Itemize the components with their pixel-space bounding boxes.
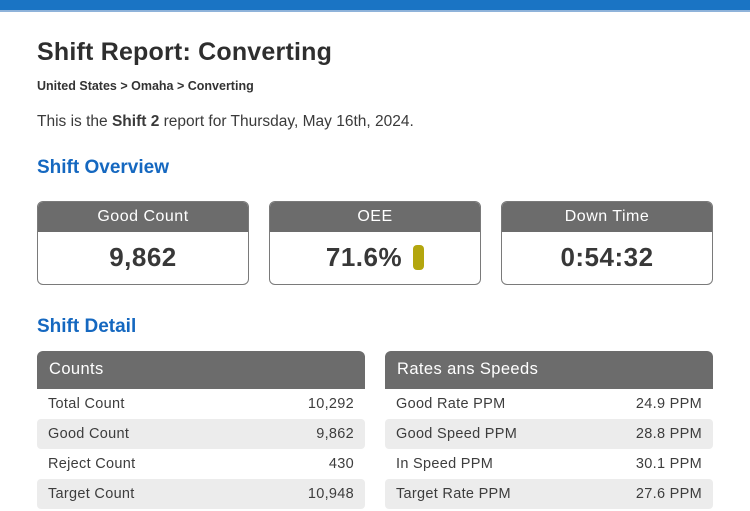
table-row: Reject Count 430	[37, 449, 365, 479]
row-value: 430	[328, 455, 354, 472]
table-row: In Speed PPM 30.1 PPM	[385, 449, 713, 479]
row-value: 24.9 PPM	[635, 395, 702, 412]
top-accent-bar	[0, 0, 750, 12]
intro-suffix: report for Thursday, May 16th, 2024.	[159, 112, 414, 130]
down-time-card: Down Time 0:54:32	[501, 200, 713, 285]
page-title: Shift Report: Converting	[37, 38, 333, 66]
row-value: 10,948	[307, 485, 354, 502]
good-count-value: 9,862	[109, 242, 177, 273]
row-value: 30.1 PPM	[635, 455, 702, 472]
table-row: Total Count 10,292	[37, 389, 365, 419]
intro-prefix: This is the	[37, 112, 112, 130]
breadcrumb: United States > Omaha > Converting	[37, 78, 254, 93]
intro-shift-number: Shift 2	[111, 112, 160, 130]
rates-speeds-table-header: Rates ans Speeds	[385, 350, 713, 389]
good-count-card: Good Count 9,862	[37, 200, 249, 285]
oee-card-body: 71.6%	[270, 232, 480, 284]
counts-table: Counts Total Count 10,292 Good Count 9,8…	[37, 350, 365, 509]
oee-card-header: OEE	[270, 201, 480, 232]
detail-tables-row: Counts Total Count 10,292 Good Count 9,8…	[37, 350, 713, 509]
report-page: Shift Report: Converting United States >…	[0, 38, 750, 509]
row-value: 10,292	[307, 395, 354, 412]
table-row: Good Count 9,862	[37, 418, 365, 449]
oee-card: OEE 71.6%	[269, 200, 481, 285]
table-row: Good Rate PPM 24.9 PPM	[385, 389, 713, 419]
shift-detail-heading: Shift Detail	[37, 315, 137, 337]
counts-table-header: Counts	[37, 350, 365, 389]
shift-overview-heading: Shift Overview	[37, 157, 169, 179]
down-time-value: 0:54:32	[560, 242, 654, 273]
row-label: Target Count	[48, 485, 135, 502]
overview-cards-row: Good Count 9,862 OEE 71.6% Down Time 0:5…	[37, 200, 713, 285]
report-intro-text: This is the Shift 2 report for Thursday,…	[37, 112, 713, 131]
down-time-card-header: Down Time	[502, 201, 712, 232]
table-row: Target Count 10,948	[37, 478, 365, 509]
row-label: In Speed PPM	[396, 455, 494, 472]
table-row: Good Speed PPM 28.8 PPM	[385, 418, 713, 449]
oee-status-indicator-icon	[413, 245, 425, 271]
oee-value: 71.6%	[325, 242, 403, 273]
row-label: Good Count	[48, 425, 130, 442]
row-label: Good Rate PPM	[396, 395, 506, 412]
row-value: 27.6 PPM	[635, 485, 702, 502]
row-value: 28.8 PPM	[635, 425, 702, 442]
table-row: Target Rate PPM 27.6 PPM	[385, 478, 713, 509]
row-label: Reject Count	[48, 455, 136, 472]
row-value: 9,862	[316, 425, 354, 442]
row-label: Target Rate PPM	[396, 485, 511, 502]
row-label: Good Speed PPM	[396, 425, 518, 442]
row-label: Total Count	[48, 395, 125, 412]
rates-speeds-table: Rates ans Speeds Good Rate PPM 24.9 PPM …	[385, 350, 713, 509]
good-count-card-header: Good Count	[38, 201, 248, 232]
